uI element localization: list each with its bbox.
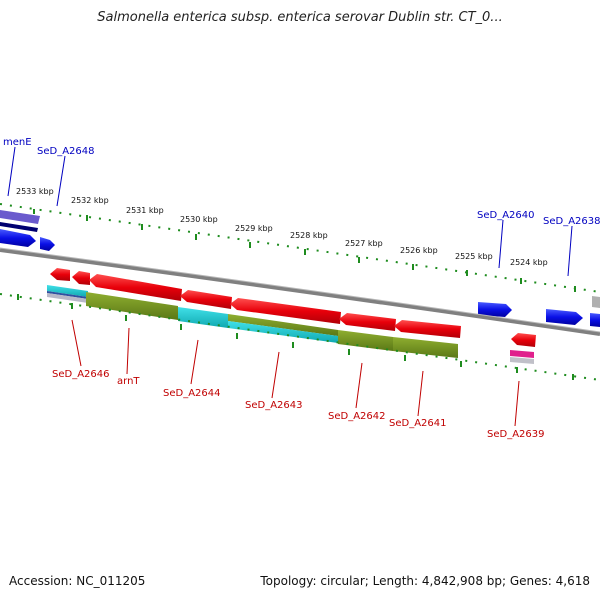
kbp-label: 2525 kbp xyxy=(455,252,493,261)
gene-label-menE[interactable]: menE xyxy=(3,137,32,148)
genome-backbone-highlight xyxy=(0,247,600,333)
reverse-gene-arrow[interactable] xyxy=(72,271,90,285)
feature-segment-olive[interactable] xyxy=(228,314,338,336)
gene-label-SeD_A2639[interactable]: SeD_A2639 xyxy=(487,429,545,440)
forward-gene-labels: menE SeD_A2648 SeD_A2640 SeD_A2638 xyxy=(3,137,600,277)
feature-segment-gray[interactable] xyxy=(510,357,534,364)
gene-label-SeD_A2638[interactable]: SeD_A2638 xyxy=(543,216,600,227)
feature-segment-magenta[interactable] xyxy=(510,350,534,358)
leader-line xyxy=(190,339,199,385)
gene-label-SeD_A2640[interactable]: SeD_A2640 xyxy=(477,210,535,221)
kbp-label: 2531 kbp xyxy=(126,206,164,215)
gene-label-SeD_A2646[interactable]: SeD_A2646 xyxy=(52,369,110,380)
feature-segment-cyan[interactable] xyxy=(178,307,228,328)
kbp-label: 2533 kbp xyxy=(16,187,54,196)
genome-title: Salmonella enterica subsp. enterica sero… xyxy=(97,10,503,25)
gene-label-arnT[interactable]: arnT xyxy=(117,376,140,387)
forward-gene-arrow[interactable] xyxy=(546,309,583,325)
kbp-label: 2524 kbp xyxy=(510,258,548,267)
reverse-gene-labels: SeD_A2646 arnT SeD_A2644 SeD_A2643 SeD_A… xyxy=(52,319,545,440)
feature-segment-gray[interactable] xyxy=(47,293,88,303)
feature-segment-blue[interactable] xyxy=(47,291,88,299)
reverse-gene-arrow[interactable] xyxy=(394,320,461,338)
accession-label: Accession: NC_011205 xyxy=(9,574,146,588)
kbp-labels: 2533 kbp 2532 kbp 2531 kbp 2530 kbp 2529… xyxy=(16,187,548,267)
genome-backbone xyxy=(0,248,600,336)
kbp-label: 2532 kbp xyxy=(71,196,109,205)
forward-gene-arrow[interactable] xyxy=(590,313,600,327)
feature-segment-cyan[interactable] xyxy=(228,321,338,343)
reverse-gene-arrow[interactable] xyxy=(50,268,70,281)
feature-segment-cyan[interactable] xyxy=(47,285,88,297)
kbp-label: 2530 kbp xyxy=(180,215,218,224)
leader-line xyxy=(355,362,363,409)
inner-tick-row xyxy=(0,293,600,381)
forward-gene-arrow[interactable] xyxy=(40,237,55,251)
kbp-label: 2528 kbp xyxy=(290,231,328,240)
kbp-label: 2526 kbp xyxy=(400,246,438,255)
kbp-label: 2527 kbp xyxy=(345,239,383,248)
kbp-label: 2529 kbp xyxy=(235,224,273,233)
gene-label-SeD_A2643[interactable]: SeD_A2643 xyxy=(245,400,303,411)
topology-label: Topology: circular; Length: 4,842,908 bp… xyxy=(260,574,590,588)
leader-line xyxy=(56,155,66,207)
gene-feature-purple[interactable] xyxy=(0,210,40,224)
reverse-strand-genes xyxy=(50,268,536,347)
gene-label-SeD_A2648[interactable]: SeD_A2648 xyxy=(37,146,95,157)
gene-feature-gray[interactable] xyxy=(592,296,600,308)
feature-band xyxy=(47,285,534,364)
feature-segment-olive[interactable] xyxy=(338,330,393,351)
reverse-gene-arrow[interactable] xyxy=(230,298,341,324)
feature-segment-olive[interactable] xyxy=(393,337,458,358)
gene-feature-darkblue[interactable] xyxy=(0,222,38,232)
leader-line xyxy=(71,319,82,367)
reverse-gene-arrow[interactable] xyxy=(180,290,232,309)
gene-label-SeD_A2644[interactable]: SeD_A2644 xyxy=(163,388,221,399)
forward-gene-arrow[interactable] xyxy=(0,229,36,247)
leader-line xyxy=(417,370,424,417)
forward-strand-genes xyxy=(0,210,600,327)
leader-line xyxy=(514,380,520,427)
gene-label-SeD_A2641[interactable]: SeD_A2641 xyxy=(389,418,447,429)
leader-line xyxy=(126,327,130,375)
leader-line xyxy=(7,146,16,197)
outer-tick-row xyxy=(0,203,600,293)
forward-gene-arrow[interactable] xyxy=(478,302,512,317)
leader-line xyxy=(498,219,504,269)
reverse-gene-arrow[interactable] xyxy=(511,333,536,347)
reverse-gene-arrow[interactable] xyxy=(89,274,182,301)
feature-segment-olive[interactable] xyxy=(86,292,178,320)
gene-label-SeD_A2642[interactable]: SeD_A2642 xyxy=(328,411,386,422)
leader-line xyxy=(567,225,573,277)
reverse-gene-arrow[interactable] xyxy=(339,313,396,331)
leader-line xyxy=(271,351,280,399)
